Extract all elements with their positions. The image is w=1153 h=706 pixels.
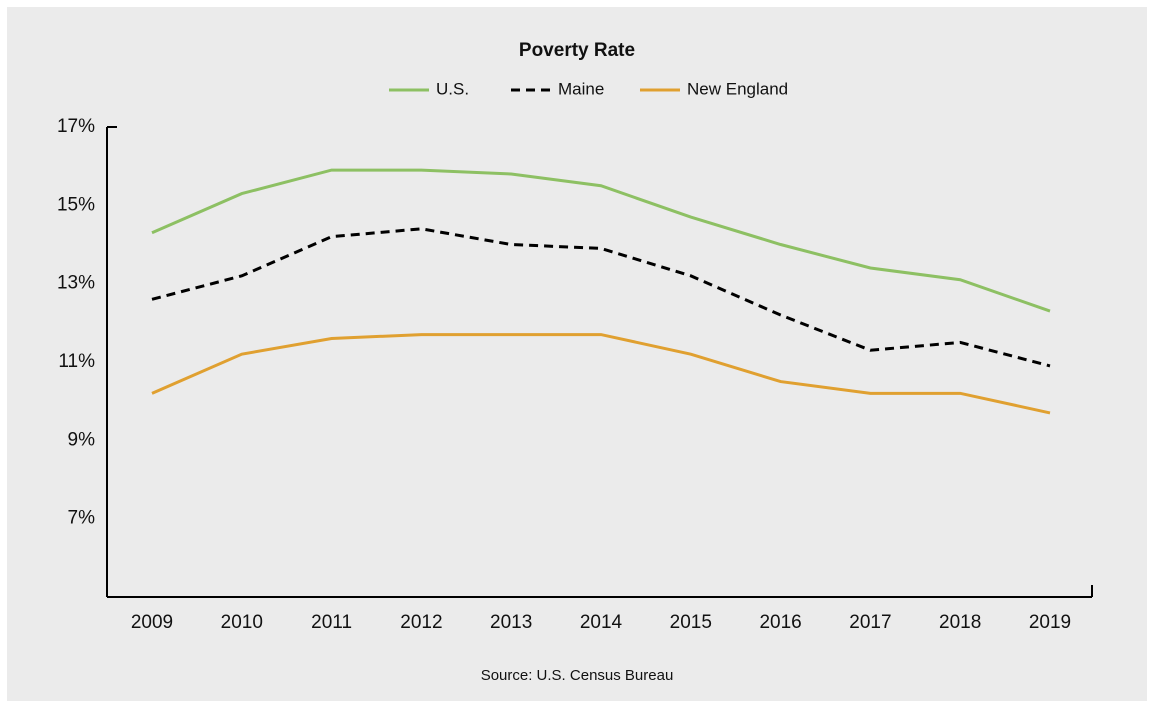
x-tick-label: 2018 <box>939 612 981 633</box>
y-tick-label: 17% <box>57 116 95 137</box>
x-tick-label: 2019 <box>1029 612 1071 633</box>
x-tick-label: 2017 <box>849 612 891 633</box>
legend-label: New England <box>687 79 788 98</box>
source-note: Source: U.S. Census Bureau <box>481 667 674 684</box>
x-tick-label: 2014 <box>580 612 623 633</box>
x-tick-label: 2015 <box>670 612 712 633</box>
chart-background <box>7 7 1147 701</box>
x-tick-label: 2013 <box>490 612 532 633</box>
y-tick-label: 7% <box>68 508 96 529</box>
x-tick-label: 2009 <box>131 612 173 633</box>
series-line <box>151 168 1051 313</box>
y-tick-label: 9% <box>68 429 96 450</box>
series-line <box>151 333 1051 415</box>
x-tick-label: 2010 <box>221 612 263 633</box>
series-line <box>151 227 1051 368</box>
legend-label: U.S. <box>436 79 469 98</box>
y-tick-label: 13% <box>57 273 95 294</box>
legend-label: Maine <box>558 79 604 98</box>
y-tick-label: 11% <box>58 351 95 372</box>
y-tick-label: 15% <box>57 194 95 215</box>
x-tick-label: 2011 <box>311 612 352 633</box>
chart-title: Poverty Rate <box>519 40 635 61</box>
x-tick-label: 2016 <box>759 612 801 633</box>
x-tick-label: 2012 <box>400 612 442 633</box>
